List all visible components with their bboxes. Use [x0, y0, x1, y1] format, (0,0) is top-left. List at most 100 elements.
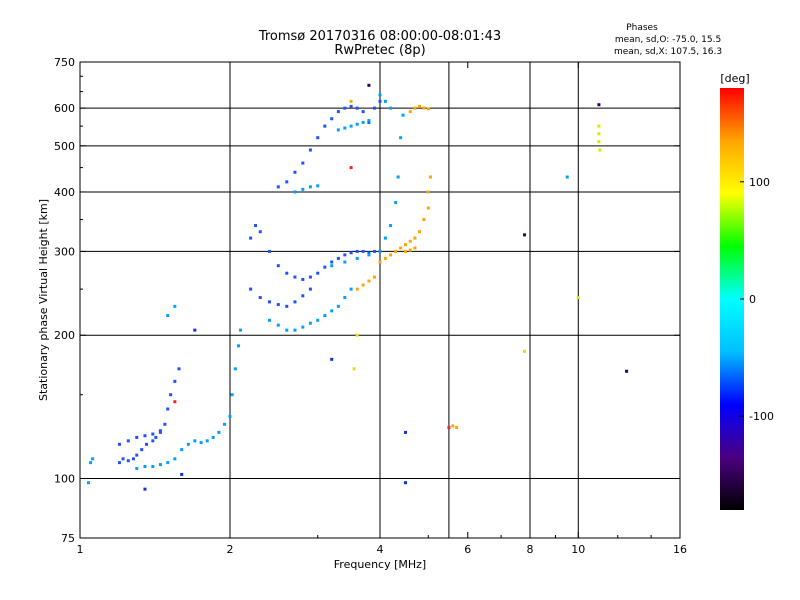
stats-line-o: mean, sd,O: -75.0, 15.5 [615, 35, 721, 45]
data-point [186, 442, 190, 446]
data-point [597, 124, 601, 128]
data-point [413, 236, 417, 240]
data-point [163, 422, 167, 426]
data-point [293, 170, 297, 174]
data-point [343, 106, 347, 110]
data-point [145, 442, 149, 446]
data-point [267, 249, 271, 253]
data-point [236, 344, 240, 348]
data-point [389, 106, 393, 110]
data-point [316, 184, 320, 188]
data-point [276, 303, 280, 307]
data-point [373, 249, 377, 253]
colorbar-tick-label: 100 [749, 176, 770, 189]
data-point [135, 435, 139, 439]
y-tick-label: 100 [54, 473, 75, 486]
data-point [308, 275, 312, 279]
data-point [166, 461, 170, 465]
data-point [223, 422, 227, 426]
data-point [426, 107, 430, 111]
data-point [239, 328, 243, 332]
data-point [403, 481, 407, 485]
data-point [336, 256, 340, 260]
data-point [428, 175, 432, 179]
data-point [373, 275, 377, 279]
data-point [89, 461, 93, 465]
data-point [293, 328, 297, 332]
data-point [625, 369, 629, 373]
data-point [349, 251, 353, 255]
data-point [166, 407, 170, 411]
data-point [413, 106, 417, 110]
data-point [177, 367, 181, 371]
y-tick-label: 600 [54, 102, 75, 115]
data-point [193, 439, 197, 443]
x-tick-label: 1 [77, 543, 84, 556]
data-point [199, 441, 203, 445]
data-point [426, 190, 430, 194]
data-point [230, 393, 234, 397]
data-point [205, 439, 209, 443]
data-point [140, 448, 144, 452]
data-point [361, 120, 365, 124]
data-point [154, 435, 158, 439]
data-point [158, 463, 162, 467]
data-point [343, 260, 347, 264]
colorbar-tick-label: -100 [749, 410, 774, 423]
chart-subtitle: RwPretec (8p) [334, 43, 425, 58]
data-point [151, 439, 155, 443]
data-point [173, 457, 177, 461]
data-point [355, 122, 359, 126]
data-point [349, 287, 353, 291]
x-ticks: 1 2 4 6 8 10 16 [77, 62, 687, 556]
data-points [86, 83, 629, 491]
y-tick-label: 750 [54, 56, 75, 69]
data-point [399, 136, 403, 140]
data-point [349, 124, 353, 128]
data-point [597, 140, 601, 144]
data-point [131, 457, 135, 461]
data-point [211, 435, 215, 439]
data-point [143, 464, 147, 468]
x-tick-label: 16 [673, 543, 687, 556]
chart-title: Tromsø 20170316 08:00:00-08:01:43 [258, 29, 501, 44]
data-point [323, 265, 327, 269]
data-point [367, 253, 371, 257]
data-point [228, 414, 232, 418]
y-axis-label: Stationary phase Virtual Height [km] [37, 199, 50, 401]
data-point [401, 113, 405, 117]
data-point [523, 349, 527, 353]
y-tick-label: 400 [54, 186, 75, 199]
x-tick-label: 8 [527, 543, 534, 556]
x-tick-label: 4 [377, 543, 384, 556]
data-point [378, 93, 382, 97]
data-point [330, 309, 334, 313]
x-tick-label: 6 [464, 543, 471, 556]
data-point [343, 126, 347, 130]
data-point [565, 175, 569, 179]
data-point [367, 251, 371, 255]
data-point [293, 275, 297, 279]
data-point [276, 185, 280, 189]
data-point [217, 430, 221, 434]
data-point [330, 260, 334, 264]
data-point [336, 128, 340, 132]
data-point [151, 464, 155, 468]
data-point [394, 249, 398, 253]
data-point [117, 442, 121, 446]
data-point [173, 379, 177, 383]
data-point [91, 457, 95, 461]
data-point [597, 132, 601, 136]
data-point [301, 277, 305, 281]
data-point [143, 487, 147, 491]
data-point [399, 246, 403, 250]
data-point [417, 104, 421, 108]
colorbar-ticks: 100 0 -100 [740, 176, 774, 423]
data-point [361, 249, 365, 253]
data-point [151, 432, 155, 436]
stats-heading: Phases [626, 23, 658, 33]
data-point [316, 318, 320, 322]
data-point [422, 106, 426, 110]
data-point [121, 457, 125, 461]
